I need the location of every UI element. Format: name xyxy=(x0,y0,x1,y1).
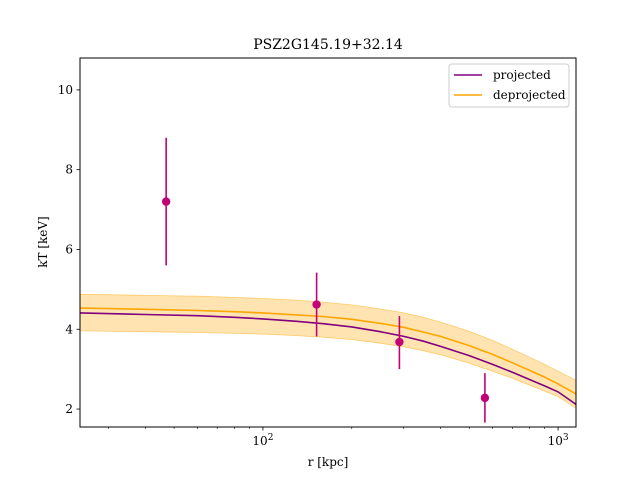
y-tick-label: 2 xyxy=(65,402,73,416)
line-projected xyxy=(80,312,576,405)
y-tick-label: 4 xyxy=(65,322,73,336)
y-tick-label: 6 xyxy=(65,242,73,256)
legend: projected deprojected xyxy=(448,63,570,108)
band-deprojected xyxy=(80,293,576,409)
chart-title: PSZ2G145.19+32.14 xyxy=(253,37,403,53)
data-point xyxy=(480,393,490,403)
line-deprojected xyxy=(80,307,576,395)
x-tick-label: 103 xyxy=(548,433,569,448)
legend-label-projected: projected xyxy=(493,68,551,82)
y-tick-label: 8 xyxy=(65,163,73,177)
legend-label-deprojected: deprojected xyxy=(493,88,566,102)
data-point xyxy=(161,197,171,206)
x-axis-label: r [kpc] xyxy=(308,455,349,469)
y-axis-label: kT [keV] xyxy=(36,216,50,268)
data-point xyxy=(395,337,404,347)
x-tick-label: 102 xyxy=(252,433,273,448)
plot-frame xyxy=(79,57,577,428)
y-tick-label: 10 xyxy=(58,83,73,97)
data-point xyxy=(312,300,321,309)
